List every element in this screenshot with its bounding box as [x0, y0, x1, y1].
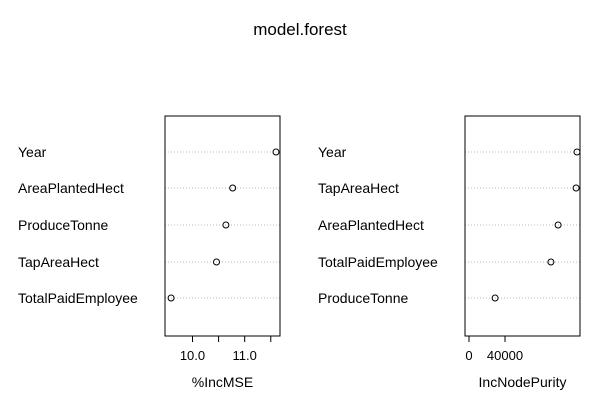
data-point: [491, 294, 499, 302]
x-axis-label: IncNodePurity: [479, 374, 567, 390]
row-label: TapAreaHect: [18, 254, 99, 270]
row-label: ProduceTonne: [318, 290, 409, 306]
row-label: TapAreaHect: [318, 180, 399, 196]
data-point: [222, 221, 230, 229]
plot-frame: [164, 115, 281, 337]
row-label: TotalPaidEmployee: [318, 254, 438, 270]
x-tick-label: 0: [465, 348, 472, 363]
data-point: [212, 258, 220, 266]
data-point: [547, 258, 555, 266]
row-label: Year: [318, 144, 347, 160]
row-label: AreaPlantedHect: [18, 180, 124, 196]
row-label: AreaPlantedHect: [318, 217, 424, 233]
row-label: ProduceTonne: [18, 217, 109, 233]
plot-frame: [464, 115, 581, 337]
data-point: [554, 221, 562, 229]
x-tick-label: 40000: [487, 348, 523, 363]
x-tick-label: 11.0: [233, 348, 257, 363]
chart-title: model.forest: [253, 20, 347, 39]
x-tick-label: 10.0: [180, 348, 205, 363]
data-point: [272, 148, 280, 156]
data-point: [229, 184, 237, 192]
x-axis-label: %IncMSE: [192, 374, 253, 390]
data-point: [572, 184, 580, 192]
row-label: TotalPaidEmployee: [18, 290, 138, 306]
row-label: Year: [18, 144, 47, 160]
incmse-panel: Year AreaPlantedHect ProduceTonne TapAreaHe…: [18, 115, 281, 390]
data-point: [167, 294, 175, 302]
incnodepurity-panel: Year TapAreaHect AreaPlantedHect TotalPaidE…: [318, 115, 581, 390]
